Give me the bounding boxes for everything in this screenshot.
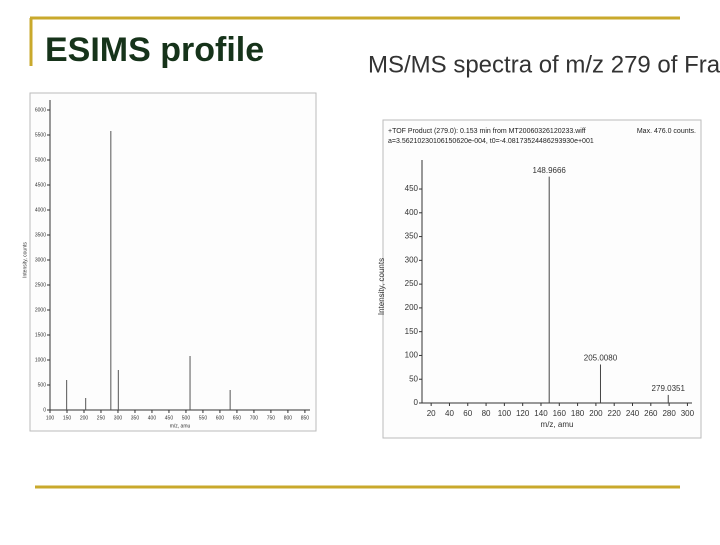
x-tick-label: 280 (662, 409, 676, 418)
x-tick-label: 150 (63, 415, 72, 421)
y-tick-label: 50 (409, 374, 418, 383)
x-tick-label: 400 (148, 415, 157, 421)
x-tick-label: 140 (534, 409, 548, 418)
x-tick-label: 120 (516, 409, 530, 418)
x-axis-label: m/z, amu (170, 423, 191, 429)
x-tick-label: 100 (46, 415, 55, 421)
figure-frame (29, 92, 317, 432)
spectrum-header: +TOF Product (279.0): 0.153 min from MT2… (388, 128, 586, 135)
x-tick-label: 300 (681, 409, 695, 418)
x-tick-label: 750 (267, 415, 276, 421)
y-tick-label: 200 (405, 303, 419, 312)
x-tick-label: 350 (131, 415, 140, 421)
x-tick-label: 800 (284, 415, 293, 421)
y-tick-label: 4500 (35, 182, 46, 188)
spectrum-header: a=3.56210230106150620e-004, t0=-4.081735… (388, 138, 594, 145)
x-tick-label: 220 (608, 409, 622, 418)
y-tick-label: 400 (405, 208, 419, 217)
y-tick-label: 5000 (35, 157, 46, 163)
title: ESIMS profile (45, 31, 264, 69)
x-tick-label: 600 (216, 415, 225, 421)
y-tick-label: 150 (405, 327, 419, 336)
y-tick-label: 3000 (35, 257, 46, 263)
x-tick-label: 700 (250, 415, 259, 421)
x-tick-label: 20 (427, 409, 436, 418)
y-tick-label: 0 (43, 407, 46, 413)
x-tick-label: 450 (165, 415, 174, 421)
x-tick-label: 200 (589, 409, 603, 418)
x-tick-label: 80 (482, 409, 491, 418)
x-tick-label: 550 (199, 415, 208, 421)
y-tick-label: 300 (405, 255, 419, 264)
y-tick-label: 100 (405, 351, 419, 360)
x-axis-label: m/z, amu (541, 420, 574, 429)
y-tick-label: 4000 (35, 207, 46, 213)
y-tick-label: 1500 (35, 332, 46, 338)
y-tick-label: 1000 (35, 357, 46, 363)
x-tick-label: 300 (114, 415, 123, 421)
y-tick-label: 250 (405, 279, 419, 288)
max-note: Max. 476.0 counts. (637, 128, 696, 135)
x-tick-label: 260 (644, 409, 658, 418)
x-tick-label: 650 (233, 415, 242, 421)
x-tick-label: 200 (80, 415, 89, 421)
x-tick-label: 240 (626, 409, 640, 418)
peak-label: 279.0351 (652, 384, 686, 393)
x-tick-label: 100 (498, 409, 512, 418)
y-tick-label: 0 (414, 398, 419, 407)
title: MS/MS spectra of m/z 279 of Fraction 4 (368, 51, 720, 78)
y-tick-label: 3500 (35, 232, 46, 238)
y-tick-label: 6000 (35, 107, 46, 113)
x-tick-label: 250 (97, 415, 106, 421)
x-tick-label: 500 (182, 415, 191, 421)
y-axis-label: Intensity, counts (377, 258, 386, 315)
x-tick-label: 40 (445, 409, 454, 418)
y-axis-label: Intensity, counts (22, 242, 28, 278)
y-tick-label: 350 (405, 232, 419, 241)
peak-label: 148.9666 (533, 166, 567, 175)
x-tick-label: 160 (553, 409, 567, 418)
x-tick-label: 850 (301, 415, 310, 421)
y-tick-label: 450 (405, 184, 419, 193)
peak-label: 205.0080 (584, 354, 618, 363)
x-tick-label: 60 (463, 409, 472, 418)
y-tick-label: 2000 (35, 307, 46, 313)
y-tick-label: 2500 (35, 282, 46, 288)
x-tick-label: 180 (571, 409, 585, 418)
y-tick-label: 5500 (35, 132, 46, 138)
y-tick-label: 500 (38, 382, 47, 388)
figure-frame (382, 119, 702, 439)
